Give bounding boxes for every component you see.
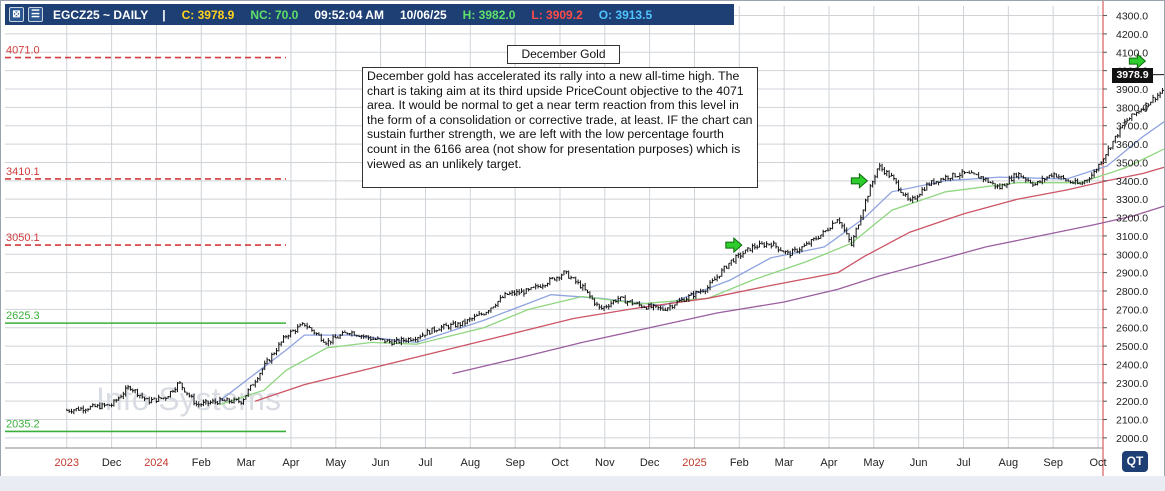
y-tick-label: 3900.0: [1116, 84, 1148, 96]
y-tick-label: 3600.0: [1116, 139, 1148, 151]
y-tick-label: 3700.0: [1116, 121, 1148, 133]
x-axis: 2023 Dec 2024 Feb Mar Apr May Jun Jul Aug Sep Oct No…: [5, 447, 1107, 469]
y-tick-label: 3200.0: [1116, 213, 1148, 225]
annotation-title: December Gold: [507, 45, 620, 64]
chart-header-bar: ⊠ ☰ EGCZ25 ~ DAILY | C: 3978.9 NC: 70.0 …: [5, 4, 734, 25]
green-arrow-icon: [725, 236, 743, 254]
y-tick-label: 4300.0: [1116, 11, 1148, 23]
y-tick-label: 4200.0: [1116, 29, 1148, 41]
bottom-strip: [0, 476, 1165, 491]
chart-window: Info Systems 4071.0 3410.1 3050.1 2625.3 203…: [0, 0, 1165, 477]
x-tick-label: Feb: [192, 457, 211, 469]
x-tick-label: Jul: [956, 457, 970, 469]
price-chart[interactable]: Info Systems 4071.03410.13050.12625.3203…: [1, 1, 1164, 476]
menu-icon[interactable]: ☰: [28, 7, 43, 22]
x-tick-label: Apr: [820, 457, 837, 469]
x-tick-label: Apr: [282, 457, 299, 469]
x-tick-label: Jun: [910, 457, 928, 469]
symbol-label: EGCZ25 ~ DAILY: [53, 7, 149, 22]
x-tick-label: Mar: [237, 457, 256, 469]
y-tick-label: 2600.0: [1116, 323, 1148, 335]
quote-date: 10/06/25: [399, 7, 447, 22]
x-tick-label: Dec: [102, 457, 122, 469]
header-separator: |: [162, 7, 166, 22]
close-price: C: 3978.9: [181, 7, 235, 22]
y-tick-label: 3800.0: [1116, 102, 1148, 114]
level-label: 3050.1: [6, 232, 40, 244]
x-tick-label: Nov: [595, 457, 615, 469]
qt-logo-icon: QT: [1122, 451, 1148, 472]
y-tick-label: 3100.0: [1116, 231, 1148, 243]
close-window-icon[interactable]: ⊠: [9, 7, 24, 22]
level-label: 2035.2: [6, 418, 40, 430]
x-tick-label: May: [863, 457, 884, 469]
y-tick-label: 2500.0: [1116, 341, 1148, 353]
x-tick-label: Mar: [775, 457, 794, 469]
net-change: NC: 70.0: [250, 7, 299, 22]
low-price: L: 3909.2: [531, 7, 583, 22]
x-tick-label: Dec: [640, 457, 660, 469]
y-tick-label: 3400.0: [1116, 176, 1148, 188]
green-arrow-icon: [1128, 52, 1147, 70]
moving-average-line: [254, 166, 1164, 402]
x-tick-label: 2025: [682, 457, 706, 469]
y-tick-label: 3300.0: [1116, 194, 1148, 206]
annotation-body: December gold has accelerated its rally …: [362, 67, 758, 188]
open-price: O: 3913.5: [598, 7, 653, 22]
green-arrow-icon: [850, 172, 869, 189]
x-tick-label: Aug: [461, 457, 481, 469]
quote-time: 09:52:04 AM: [314, 7, 384, 22]
y-tick-label: 4100.0: [1116, 47, 1148, 59]
y-tick-label: 2100.0: [1116, 415, 1148, 427]
y-tick-label: 2900.0: [1116, 268, 1148, 280]
y-tick-label: 2700.0: [1116, 304, 1148, 316]
price-bars: [66, 74, 1164, 415]
signal-arrows: [725, 52, 1147, 254]
x-tick-label: Feb: [730, 457, 749, 469]
x-tick-label: Jul: [418, 457, 432, 469]
last-price-tag: 3978.9: [1112, 68, 1153, 83]
y-tick-label: 3500.0: [1116, 157, 1148, 169]
horizontal-levels: 4071.0 3410.1 3050.1 2625.3 2035.2: [5, 45, 286, 433]
moving-average-line: [452, 205, 1164, 375]
x-tick-label: Sep: [505, 457, 525, 469]
level-label: 2625.3: [6, 310, 40, 322]
x-tick-label: Sep: [1043, 457, 1063, 469]
y-tick-label: 2400.0: [1116, 359, 1148, 371]
x-tick-label: Aug: [999, 457, 1019, 469]
y-tick-label: 2800.0: [1116, 286, 1148, 298]
y-tick-label: 2300.0: [1116, 378, 1148, 390]
level-label: 4071.0: [6, 45, 40, 57]
y-axis: 2000.0 2100.0 2200.0 2300.0 2400.0 2500.0 2600…: [1103, 11, 1148, 445]
y-tick-label: 3000.0: [1116, 249, 1148, 261]
x-tick-label: 2024: [144, 457, 168, 469]
x-tick-label: 2023: [55, 457, 79, 469]
y-tick-label: 2200.0: [1116, 396, 1148, 408]
x-tick-label: Oct: [1089, 457, 1106, 469]
x-tick-label: Jun: [372, 457, 390, 469]
high-price: H: 3982.0: [462, 7, 516, 22]
x-tick-label: Oct: [551, 457, 568, 469]
level-label: 3410.1: [6, 166, 40, 178]
y-tick-label: 2000.0: [1116, 433, 1148, 445]
moving-average-line: [218, 148, 1164, 406]
x-tick-label: May: [325, 457, 346, 469]
